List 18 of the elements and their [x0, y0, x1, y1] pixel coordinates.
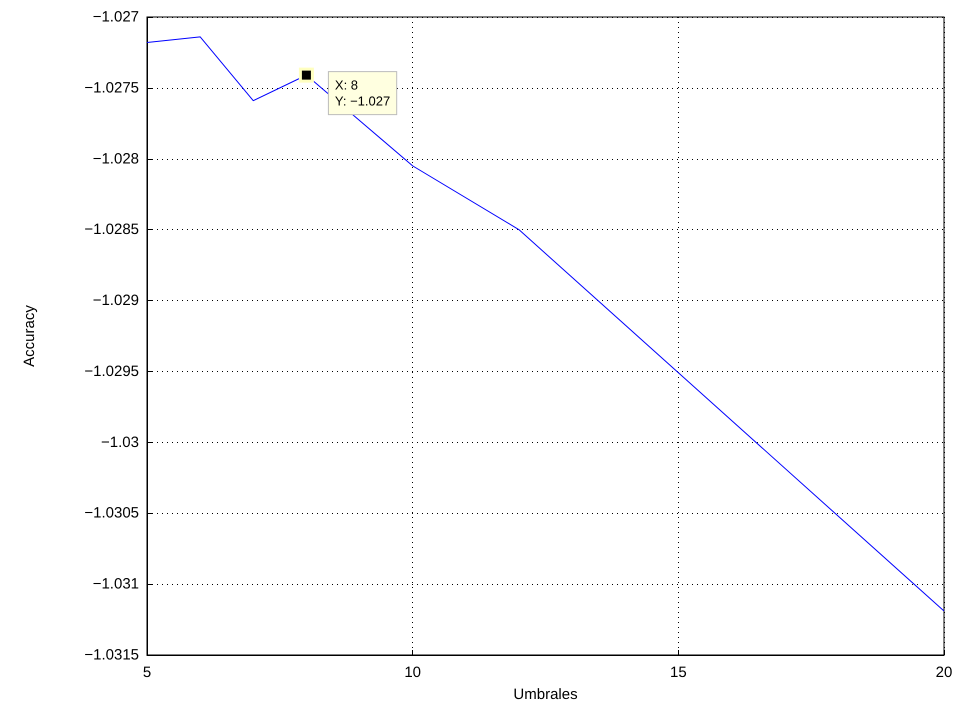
annotation: X: 8 Y: −1.027	[334, 78, 390, 109]
x-tick-label: 5	[142, 664, 152, 681]
y-tick-label: −1.0275	[84, 79, 139, 96]
y-tick-label: −1.028	[92, 150, 139, 168]
y-axis-title: Accuracy	[21, 304, 38, 367]
y-tick-label: −1.0315	[84, 646, 139, 664]
y-tick-label: −1.0295	[84, 362, 139, 380]
x-tick-label: 10	[404, 664, 422, 681]
y-tick-label: −1.0285	[84, 221, 139, 238]
y-tick-label: −1.03	[101, 434, 139, 451]
y-tick-label: −1.027	[92, 8, 139, 26]
x-tick-label: 20	[936, 664, 952, 681]
y-tick-label: −1.031	[92, 576, 139, 593]
y-tick-label: −1.029	[92, 292, 139, 310]
line-series	[146, 36, 944, 612]
y-tick-label: −1.0305	[84, 504, 139, 522]
x-axis-title: Umbrales	[513, 686, 578, 703]
x-tick-label: 15	[670, 664, 687, 681]
